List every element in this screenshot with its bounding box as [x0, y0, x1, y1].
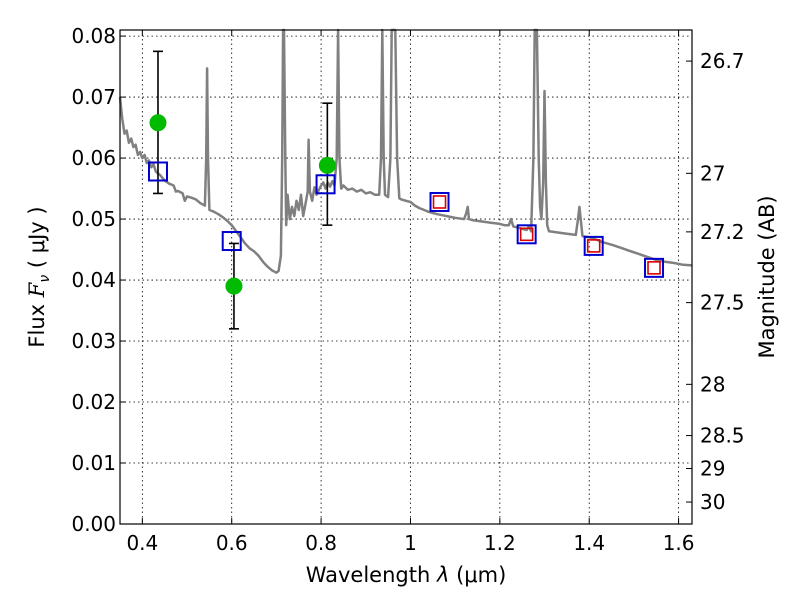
y-axis-symbol: F [25, 281, 49, 298]
model-box [221, 231, 242, 252]
y-axis-subscript: ν [37, 275, 53, 283]
x-axis-title: Wavelength λ (μm) [306, 563, 507, 587]
y-tick-label: 0.06 [71, 146, 116, 170]
x-axis: 0.4 0.6 0.8 1 1.2 1.4 1.6 [126, 30, 695, 555]
observed-points [149, 114, 336, 295]
x-axis-label-text: Wavelength [306, 563, 431, 587]
sed-line [118, 28, 693, 274]
x-tick-label: 0.6 [216, 531, 248, 555]
x-tick-label: 1.6 [663, 531, 695, 555]
y-tick-label: 0.02 [71, 390, 116, 414]
y-tick-label: 0.00 [71, 512, 116, 536]
model-box [644, 257, 665, 278]
x-axis-unit: (μm) [456, 563, 506, 587]
y2-tick-label: 29 [700, 457, 725, 481]
model-box [147, 161, 168, 182]
x-tick-label: 1.2 [484, 531, 516, 555]
y2-tick-label: 26.7 [700, 49, 745, 73]
grid-lines [120, 30, 692, 524]
model-boxes [147, 161, 665, 278]
y-tick-label: 0.04 [71, 268, 116, 292]
y2-tick-label: 27 [700, 161, 725, 185]
y-axis-right: 26.7 27 27.2 27.5 28 28.5 29 30 [686, 49, 745, 514]
y-tick-label: 0.03 [71, 329, 116, 353]
observed-point [225, 277, 243, 295]
y-tick-label: 0.01 [71, 451, 116, 475]
y2-tick-label: 27.2 [700, 220, 745, 244]
observed-point [318, 156, 336, 174]
sed-spectrum [118, 28, 693, 274]
y2-tick-label: 30 [700, 490, 725, 514]
y-axis-title: Flux Fν ( μJy ) [25, 206, 53, 347]
y-axis-label-text: Flux [25, 304, 49, 348]
x-axis-symbol: λ [436, 563, 449, 587]
model-box [315, 174, 336, 195]
y2-tick-label: 28.5 [700, 424, 745, 448]
y-axis-unit: ( μJy ) [25, 206, 49, 268]
y-tick-label: 0.08 [71, 24, 116, 48]
ir-box [647, 261, 661, 275]
y2-tick-label: 28 [700, 372, 725, 396]
model-box [583, 235, 604, 256]
model-box [516, 224, 537, 245]
x-tick-label: 0.4 [126, 531, 158, 555]
model-box [429, 191, 450, 212]
observed-point [149, 114, 167, 132]
ir-box [519, 227, 534, 242]
x-tick-label: 0.8 [305, 531, 337, 555]
x-tick-label: 1 [404, 531, 417, 555]
y2-axis-title: Magnitude (AB) [755, 195, 779, 358]
plot-frame [119, 29, 693, 525]
x-tick-label: 1.4 [573, 531, 605, 555]
ir-box [586, 239, 601, 253]
ir-boxes [432, 195, 661, 275]
ir-box [432, 195, 447, 209]
y2-tick-label: 27.5 [700, 291, 745, 315]
y-tick-label: 0.07 [71, 85, 116, 109]
y-axis-left: 0.00 0.01 0.02 0.03 0.04 0.05 0.06 0.07 0.08 [71, 24, 126, 536]
y-tick-label: 0.05 [71, 207, 116, 231]
